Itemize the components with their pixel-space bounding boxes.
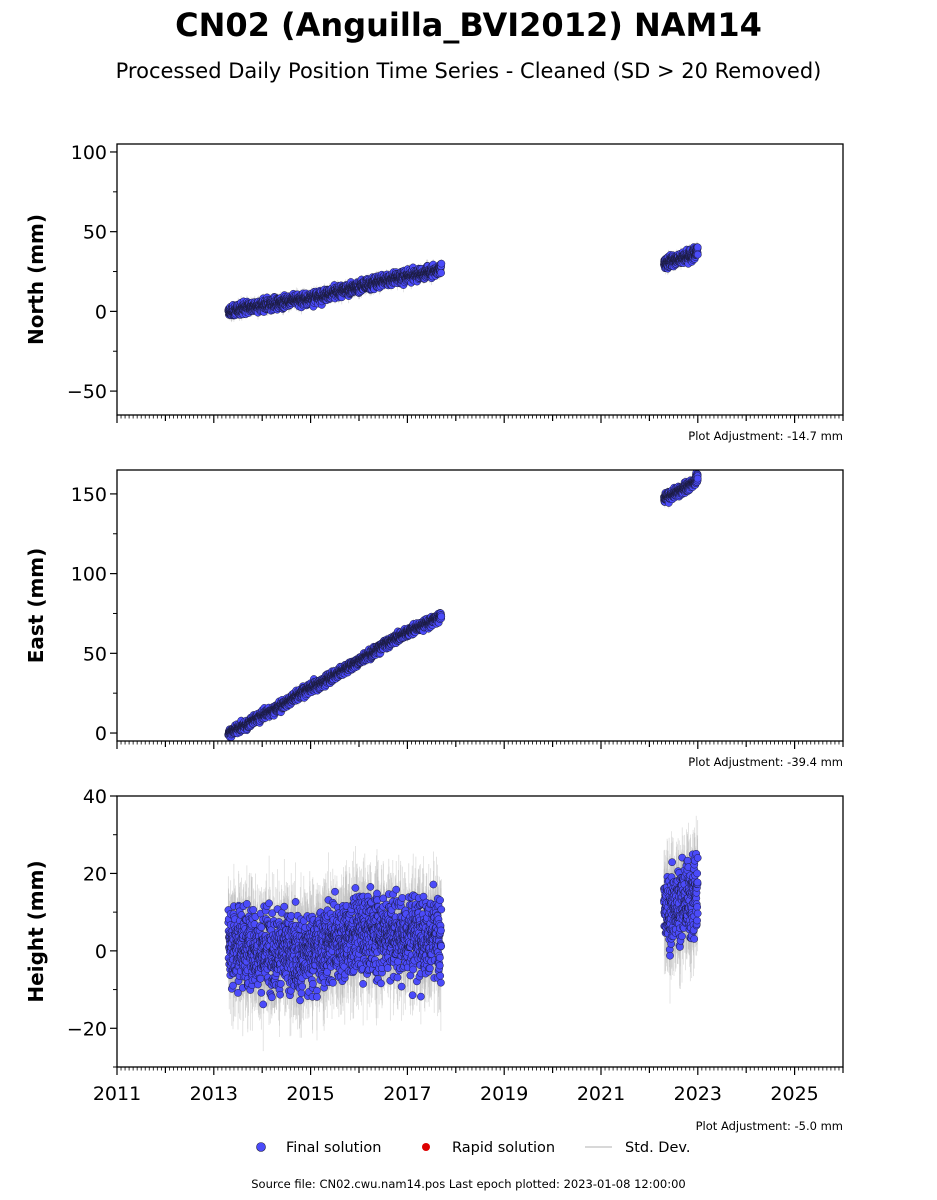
chart-subtitle: Processed Daily Position Time Series - C…	[116, 59, 822, 83]
data-point	[437, 269, 445, 277]
y-tick-label: 100	[71, 142, 107, 164]
y-axis-label: North (mm)	[24, 214, 48, 345]
y-tick-label: 50	[83, 222, 107, 244]
plot-area	[224, 470, 702, 741]
axes-frame	[116, 143, 844, 416]
data-point	[693, 243, 702, 252]
panels: −50 0 50 100 North (mm) Plot Adjustment: -14.…	[24, 142, 844, 1133]
panel-0: −50 0 50 100 North (mm) Plot Adjustment: -14.…	[24, 142, 844, 443]
data-point	[437, 259, 446, 268]
final-solution-points	[224, 243, 702, 320]
y-tick-label: 0	[95, 301, 107, 323]
plot-area	[224, 241, 702, 323]
y-tick-label: −50	[67, 381, 107, 403]
plot-adjustment-label: Plot Adjustment: -14.7 mm	[688, 429, 843, 443]
data-point	[693, 250, 702, 259]
chart-title: CN02 (Anguilla_BVI2012) NAM14	[175, 6, 762, 44]
